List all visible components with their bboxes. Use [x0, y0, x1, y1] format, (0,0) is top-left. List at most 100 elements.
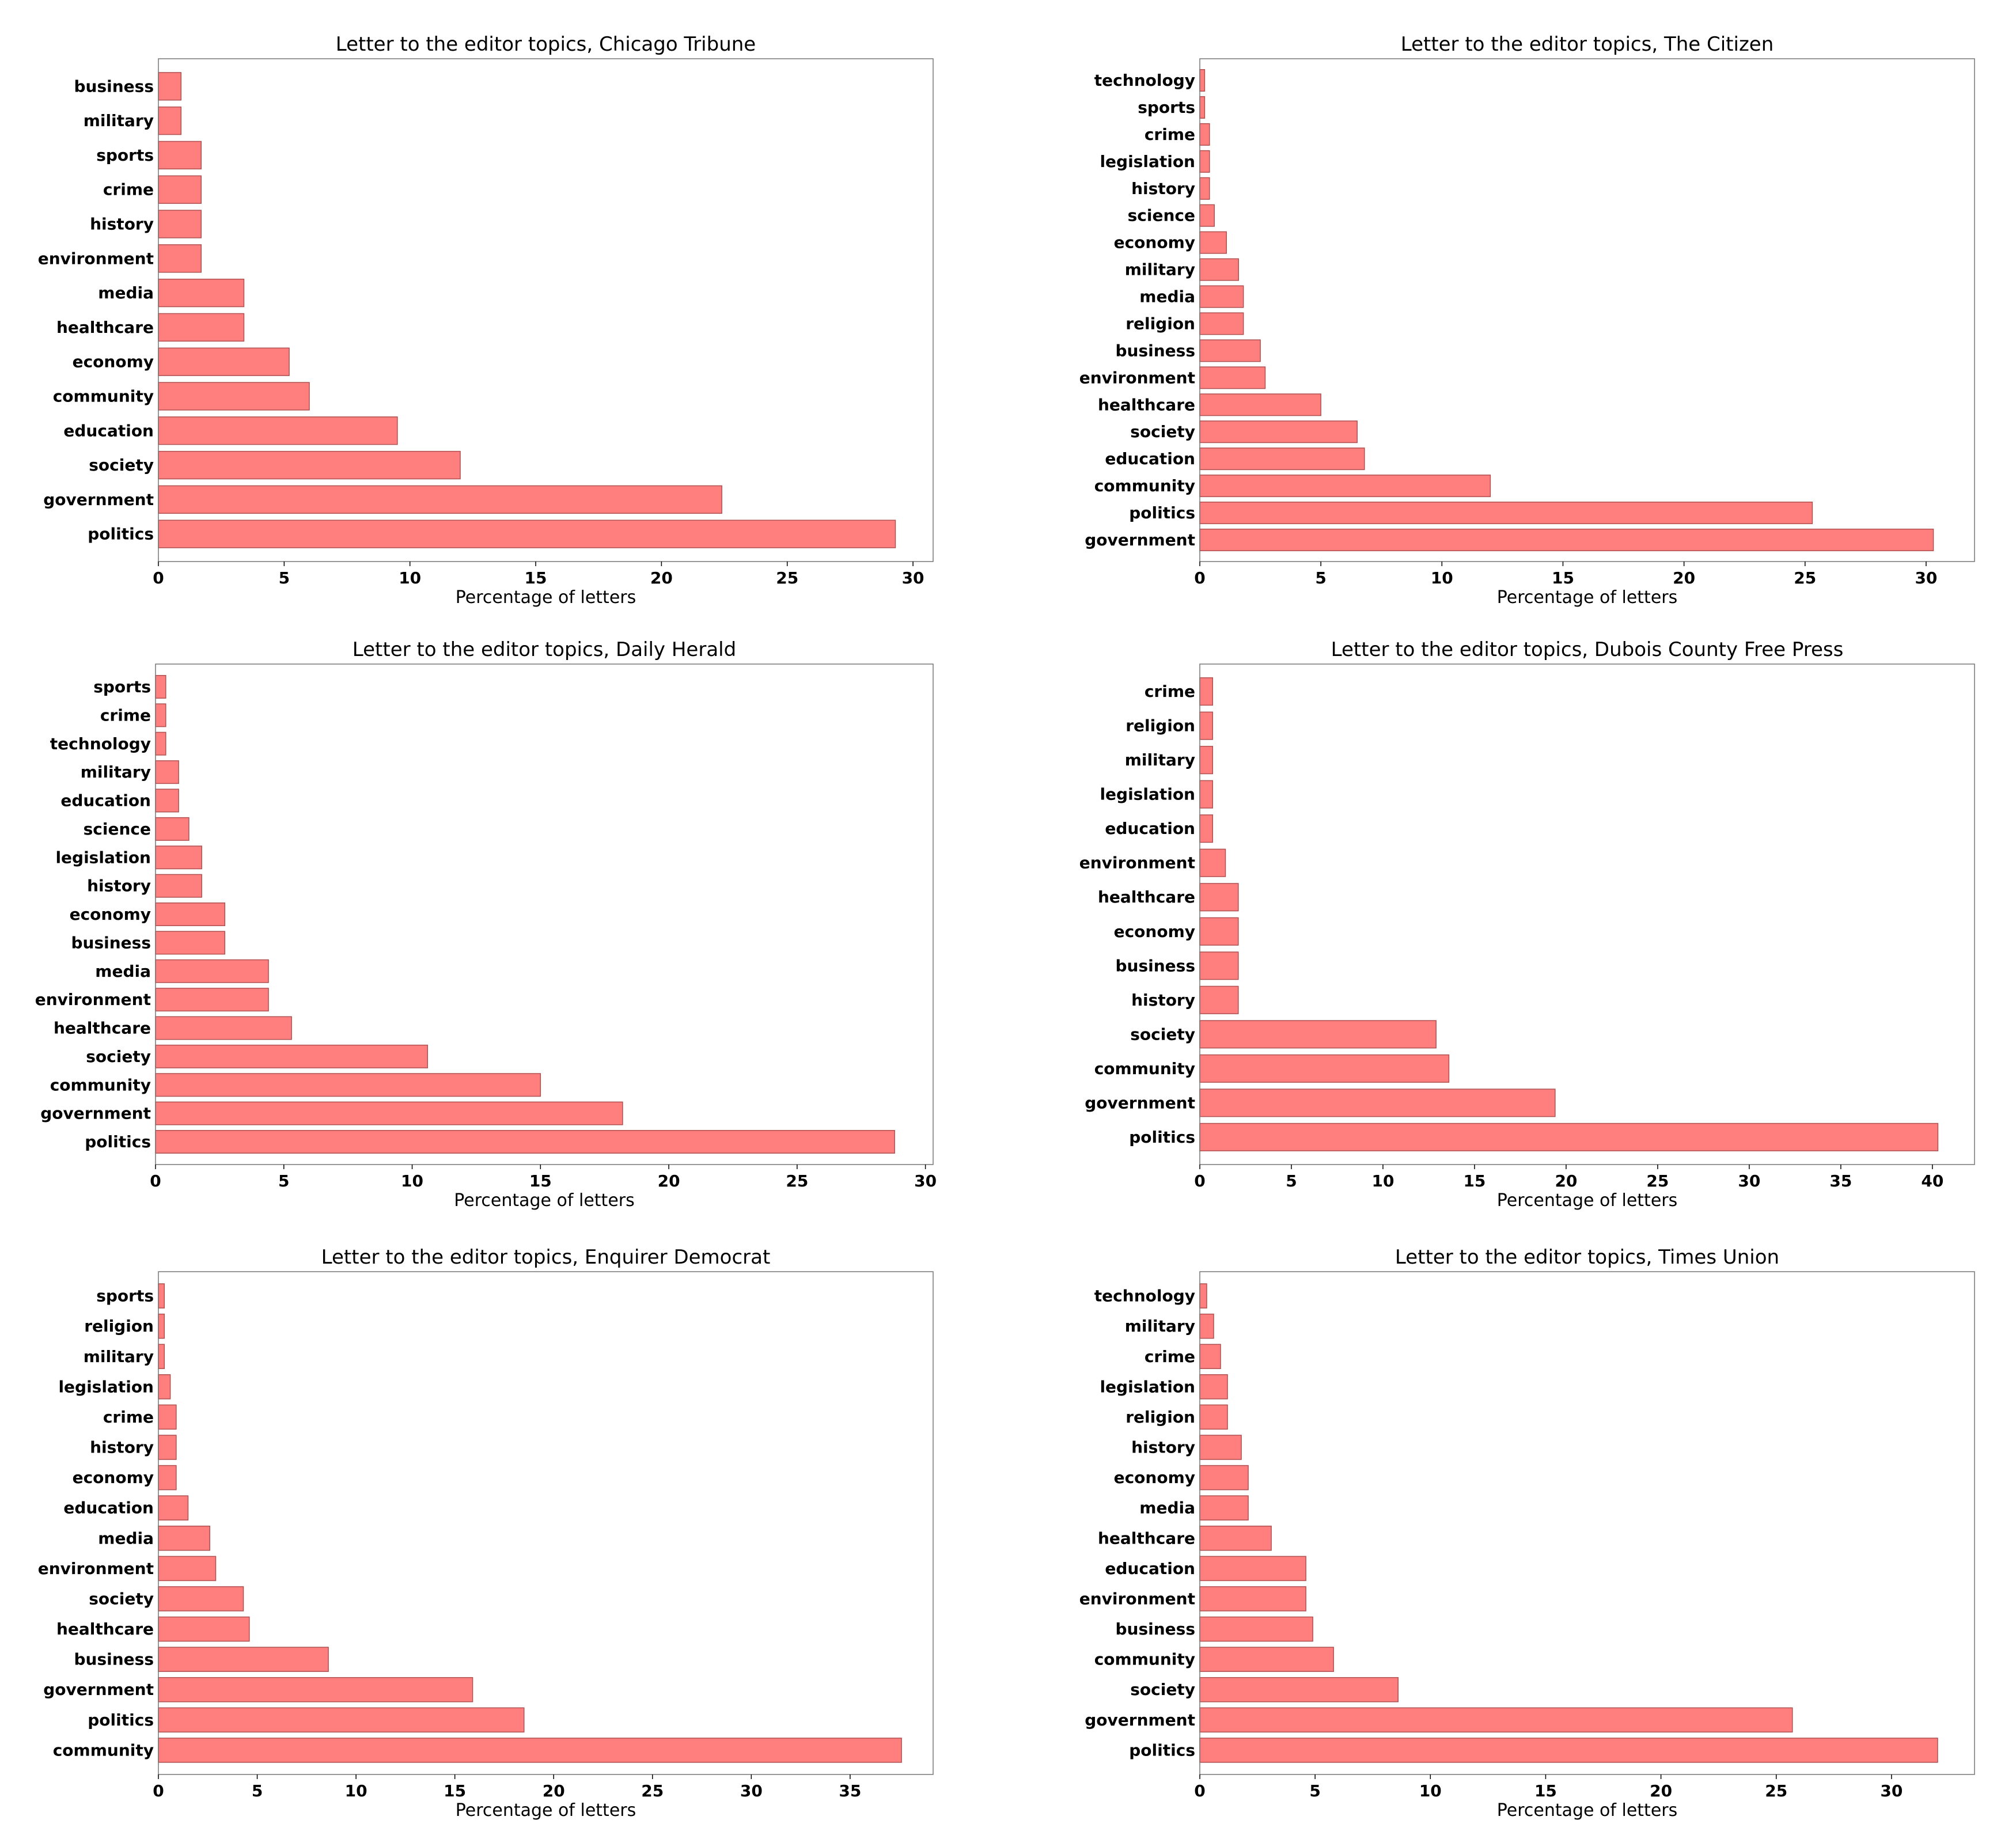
y-tick-label: economy	[73, 1468, 154, 1487]
bar-history	[1199, 177, 1210, 200]
y-tick-label: crime	[103, 180, 154, 199]
bar-community	[158, 1738, 902, 1763]
y-tick-label: business	[1116, 1620, 1196, 1639]
bar-government	[1199, 528, 1934, 551]
x-tick-label: 20	[1650, 1781, 1672, 1800]
bar-healthcare	[158, 1616, 250, 1642]
bar-healthcare	[1199, 1526, 1272, 1551]
x-tick-label: 15	[1534, 1781, 1557, 1800]
bar-history	[158, 210, 202, 238]
y-tick-label: society	[1130, 1025, 1195, 1044]
bar-military	[1199, 746, 1214, 775]
bar-environment	[158, 244, 202, 273]
y-tick-label: government	[43, 490, 154, 509]
bar-community	[1199, 1054, 1450, 1083]
x-tick-label: 0	[153, 568, 164, 587]
y-tick-label: education	[63, 1499, 154, 1518]
x-tick-label: 10	[1371, 1171, 1394, 1190]
y-tick-label: government	[40, 1104, 151, 1123]
x-tick-label: 10	[399, 568, 421, 587]
y-tick-label: military	[84, 1347, 154, 1366]
bar-education	[1199, 1556, 1306, 1582]
bar-healthcare	[155, 1016, 292, 1040]
y-tick-label: environment	[38, 1559, 154, 1578]
plot-frame	[1199, 663, 1975, 1165]
y-tick-label: crime	[100, 706, 151, 725]
y-tick-label: sports	[96, 146, 154, 165]
x-tick-label: 10	[345, 1781, 367, 1800]
y-tick-label: legislation	[55, 848, 151, 867]
y-tick-label: legislation	[1100, 152, 1195, 171]
bar-economy	[155, 902, 226, 926]
bar-legislation	[1199, 1374, 1228, 1400]
x-tick-label: 5	[1309, 1781, 1320, 1800]
x-axis-label: Percentage of letters	[456, 1800, 636, 1821]
bar-environment	[1199, 1586, 1306, 1611]
bar-crime	[158, 1404, 177, 1430]
bar-environment	[158, 1556, 217, 1582]
plot-frame	[155, 663, 934, 1165]
x-tick-label: 20	[658, 1171, 680, 1190]
y-tick-label: sports	[1138, 98, 1195, 117]
y-tick-label: healthcare	[56, 318, 154, 337]
y-tick-label: history	[1131, 1438, 1195, 1457]
y-tick-label: technology	[1094, 1287, 1195, 1306]
y-tick-label: media	[95, 962, 151, 981]
y-tick-label: religion	[84, 1317, 154, 1336]
chart-panel-0: Letter to the editor topics, Chicago Tri…	[38, 33, 934, 608]
y-tick-label: history	[1131, 179, 1195, 198]
x-tick-label: 25	[786, 1171, 808, 1190]
bar-business	[1199, 339, 1261, 362]
bar-legislation	[158, 1374, 171, 1400]
y-tick-label: education	[1105, 1559, 1195, 1578]
bar-legislation	[155, 845, 202, 870]
bar-sports	[158, 141, 202, 170]
bar-healthcare	[1199, 393, 1321, 416]
bar-religion	[1199, 1404, 1228, 1430]
bar-crime	[1199, 1344, 1221, 1370]
x-axis-label: Percentage of letters	[454, 1190, 635, 1211]
y-tick-label: education	[63, 421, 154, 440]
y-tick-label: society	[89, 1589, 154, 1608]
bar-media	[155, 959, 269, 983]
bar-society	[155, 1044, 429, 1068]
y-tick-label: healthcare	[54, 1019, 151, 1038]
y-tick-label: environment	[35, 990, 151, 1009]
x-tick-label: 5	[278, 1171, 289, 1190]
y-tick-label: politics	[1129, 503, 1195, 522]
y-tick-label: community	[1094, 1059, 1195, 1078]
x-tick-label: 0	[1194, 1171, 1205, 1190]
y-tick-label: business	[71, 933, 151, 952]
y-tick-label: education	[60, 791, 151, 810]
bar-economy	[1199, 231, 1227, 254]
bar-military	[158, 106, 182, 135]
y-tick-label: government	[1085, 530, 1195, 549]
y-tick-label: religion	[1126, 314, 1195, 333]
x-tick-label: 30	[914, 1171, 937, 1190]
y-tick-label: history	[90, 215, 154, 234]
bar-military	[1199, 1313, 1214, 1339]
bar-government	[158, 485, 722, 514]
bar-technology	[1199, 1283, 1207, 1309]
bar-education	[1199, 448, 1365, 471]
y-tick-label: technology	[1094, 71, 1195, 90]
y-tick-label: economy	[1114, 922, 1195, 941]
x-tick-label: 30	[902, 568, 924, 587]
bar-politics	[158, 1707, 525, 1733]
bar-business	[1199, 951, 1239, 980]
y-tick-label: politics	[1129, 1740, 1195, 1759]
x-axis-label: Percentage of letters	[1497, 1190, 1678, 1211]
y-tick-label: religion	[1126, 716, 1195, 735]
x-tick-label: 0	[1194, 1781, 1205, 1800]
x-tick-label: 5	[1315, 568, 1326, 587]
bar-education	[1199, 814, 1214, 843]
y-tick-label: business	[74, 1650, 154, 1669]
bar-community	[1199, 475, 1491, 498]
y-tick-label: military	[1125, 260, 1195, 279]
y-tick-label: legislation	[1100, 785, 1195, 804]
bar-technology	[1199, 69, 1206, 92]
bar-business	[158, 1647, 329, 1672]
x-tick-label: 25	[1794, 568, 1816, 587]
